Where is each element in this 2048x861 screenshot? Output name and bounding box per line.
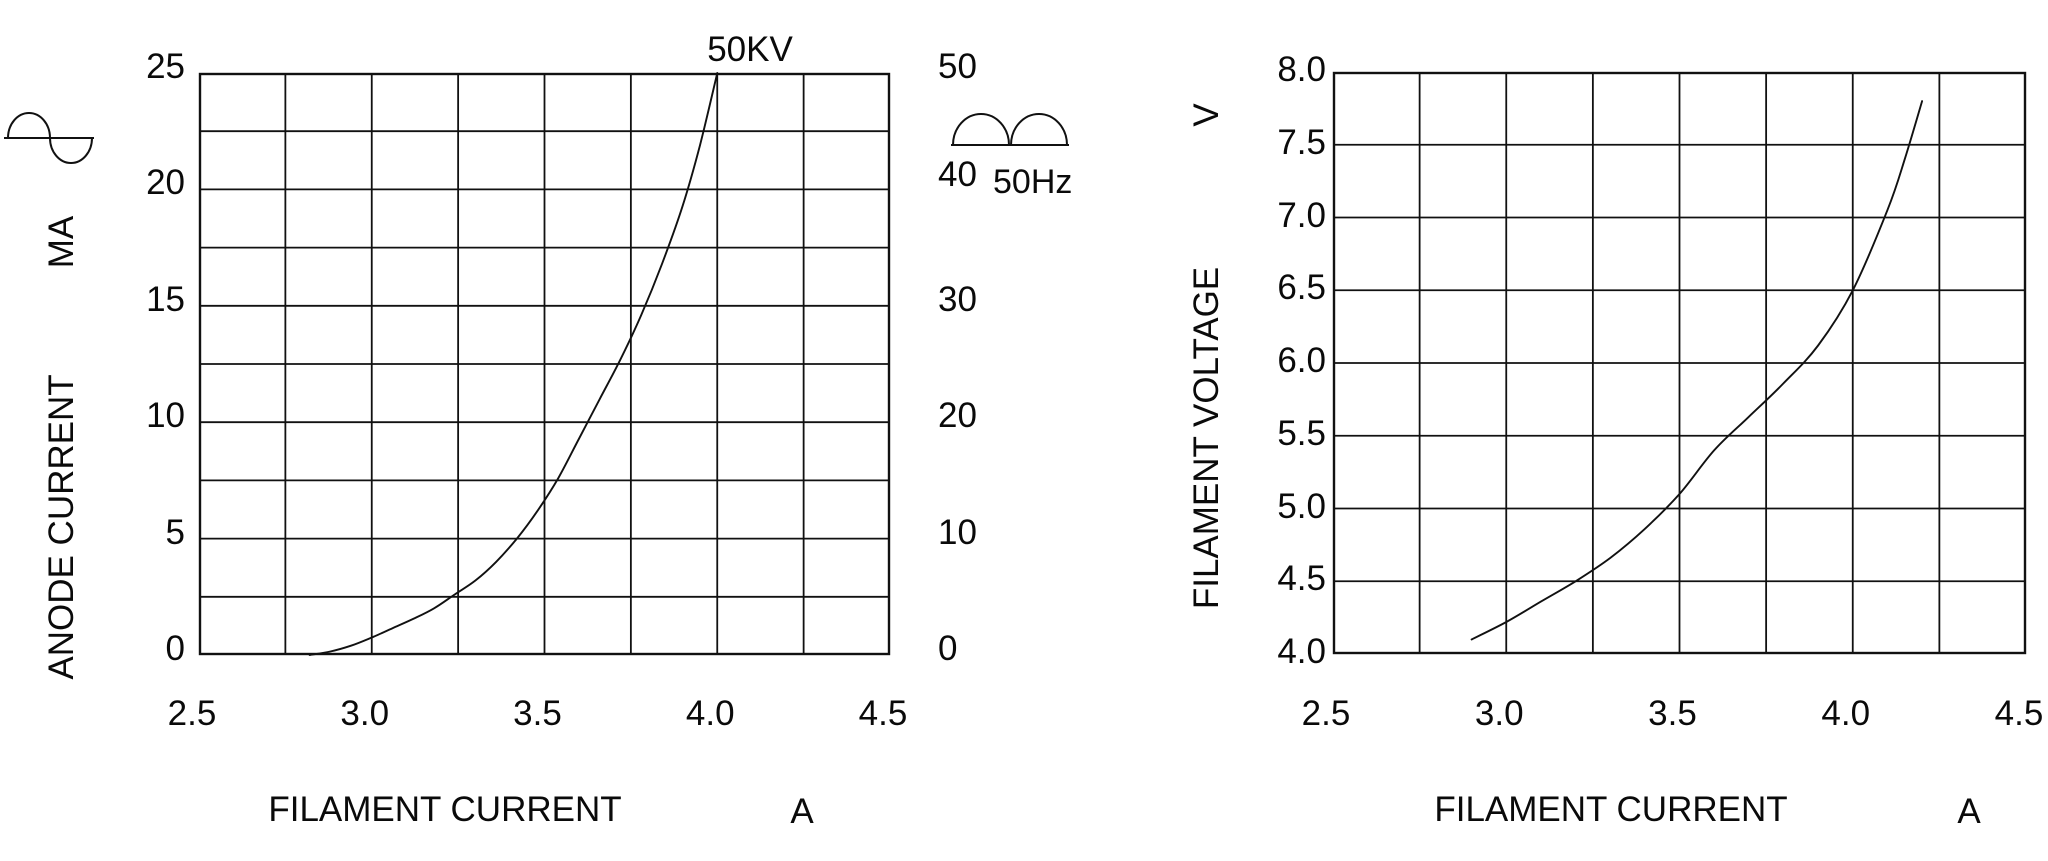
y-tick-label: 15 — [146, 279, 185, 319]
x-tick-label: 4.0 — [685, 694, 735, 733]
x-tick-label: 3.5 — [513, 694, 562, 733]
right-chart-plot-area — [1332, 71, 2027, 655]
x-tick-label: 3.5 — [1648, 694, 1697, 733]
x-tick-label: 4.0 — [1821, 694, 1871, 733]
y-tick-label: 7.0 — [1277, 195, 1326, 235]
left-x-unit-label: A — [790, 792, 814, 831]
right-x-unit-label: A — [1957, 792, 1981, 831]
y-tick-label: 7.5 — [1277, 122, 1326, 162]
y-tick-label: 6.5 — [1277, 268, 1326, 308]
kv-annotation: 50KV — [707, 30, 793, 69]
left-chart-plot-area — [198, 72, 891, 656]
y-tick-label: 8.0 — [1277, 50, 1326, 89]
right-axis-tick-label: 10 — [938, 512, 977, 552]
y-tick-label: 5.0 — [1277, 486, 1326, 526]
right-axis-tick-label: 0 — [938, 629, 958, 668]
ac-sine-wave-icon — [4, 112, 94, 164]
right-axis-tick-label: 40 — [938, 155, 977, 195]
y-tick-label: 5 — [165, 512, 185, 552]
left-y-unit-label: MA — [42, 215, 81, 269]
right-axis-tick-label: 50 — [938, 47, 977, 86]
x-tick-label: 4.5 — [1994, 694, 2044, 733]
y-tick-label: 4.0 — [1277, 632, 1326, 671]
left-chart-curve — [308, 72, 719, 656]
frequency-note: 50Hz — [993, 163, 1073, 201]
x-tick-label: 4.5 — [858, 694, 908, 733]
y-tick-label: 5.5 — [1277, 413, 1326, 453]
y-tick-label: 10 — [146, 396, 185, 436]
y-tick-label: 20 — [146, 163, 185, 203]
y-tick-label: 0 — [165, 629, 185, 668]
right-axis-tick-label: 30 — [938, 279, 977, 319]
left-x-axis-title: FILAMENT CURRENT — [268, 790, 622, 829]
y-tick-label: 4.5 — [1277, 559, 1326, 599]
x-tick-label: 3.0 — [1474, 694, 1524, 733]
right-x-axis-title: FILAMENT CURRENT — [1434, 790, 1788, 829]
y-tick-label: 25 — [146, 47, 185, 86]
y-tick-label: 6.0 — [1277, 341, 1326, 380]
full-wave-rectified-icon — [951, 113, 1069, 146]
x-tick-label: 3.0 — [340, 694, 390, 733]
plot-border — [198, 72, 891, 656]
plot-border — [1332, 71, 2027, 655]
right-chart-curve — [1470, 100, 1924, 641]
x-tick-label: 2.5 — [1301, 694, 1351, 733]
right-axis-tick-label: 20 — [938, 396, 977, 436]
x-tick-label: 2.5 — [167, 694, 217, 733]
